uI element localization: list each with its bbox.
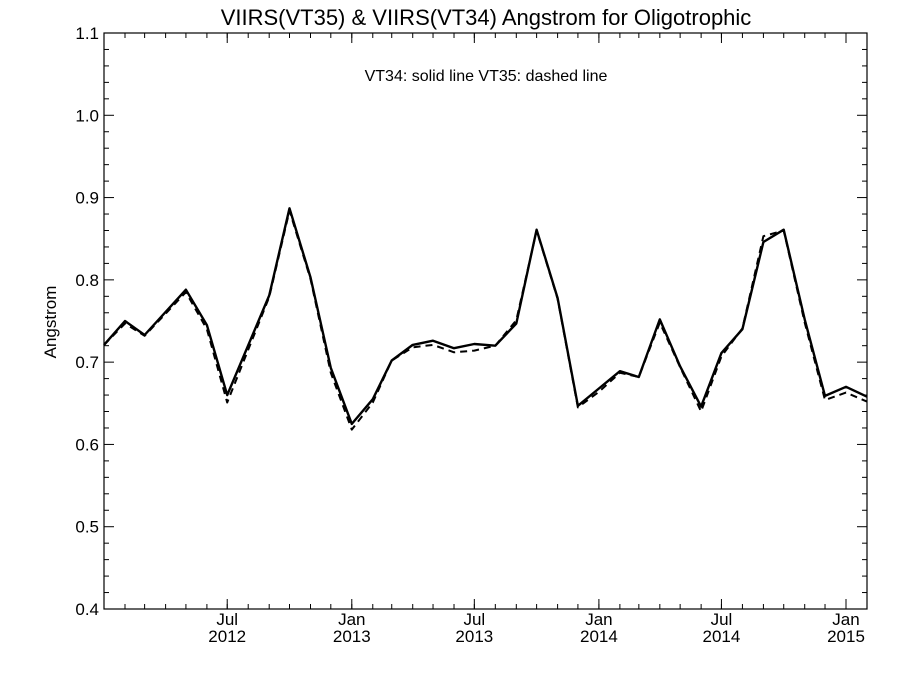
x-tick-year-label: 2013	[455, 627, 493, 646]
y-tick-label: 0.7	[75, 353, 99, 372]
series-dashed	[103, 209, 868, 431]
x-tick-year-label: 2014	[703, 627, 741, 646]
y-tick-label: 0.6	[75, 435, 99, 454]
y-axis-label: Angstrom	[41, 286, 60, 359]
series-layer	[103, 207, 868, 431]
y-tick-label: 1.0	[75, 106, 99, 125]
x-tick-month-label: Jul	[711, 610, 733, 629]
series-line-dashed	[103, 209, 868, 431]
x-tick-year-label: 2013	[333, 627, 371, 646]
y-tick-label: 1.1	[75, 24, 99, 43]
y-tick-label: 0.9	[75, 189, 99, 208]
plot-frame	[103, 32, 868, 610]
y-tick-label: 0.8	[75, 271, 99, 290]
x-tick-year-label: 2014	[580, 627, 618, 646]
x-tick-month-label: Jan	[585, 610, 612, 629]
series-line-solid	[103, 207, 868, 426]
x-tick-month-label: Jan	[338, 610, 365, 629]
x-tick-month-label: Jul	[216, 610, 238, 629]
chart-title: VIIRS(VT35) & VIIRS(VT34) Angstrom for O…	[221, 5, 752, 30]
x-tick-month-label: Jul	[463, 610, 485, 629]
y-tick-label: 0.4	[75, 600, 99, 619]
y-tick-label: 0.5	[75, 518, 99, 537]
series-key-annotation: VT34: solid line VT35: dashed line	[365, 68, 608, 85]
x-tick-month-label: Jan	[832, 610, 859, 629]
x-tick-year-label: 2015	[827, 627, 865, 646]
x-axis: Jul2012Jan2013Jul2013Jan2014Jul2014Jan20…	[124, 33, 865, 646]
series-solid	[103, 207, 868, 426]
y-axis: 0.4 0.5 0.6 0.7 0.8 0.9 1.0 1.1	[75, 24, 867, 619]
x-tick-year-label: 2012	[208, 627, 246, 646]
